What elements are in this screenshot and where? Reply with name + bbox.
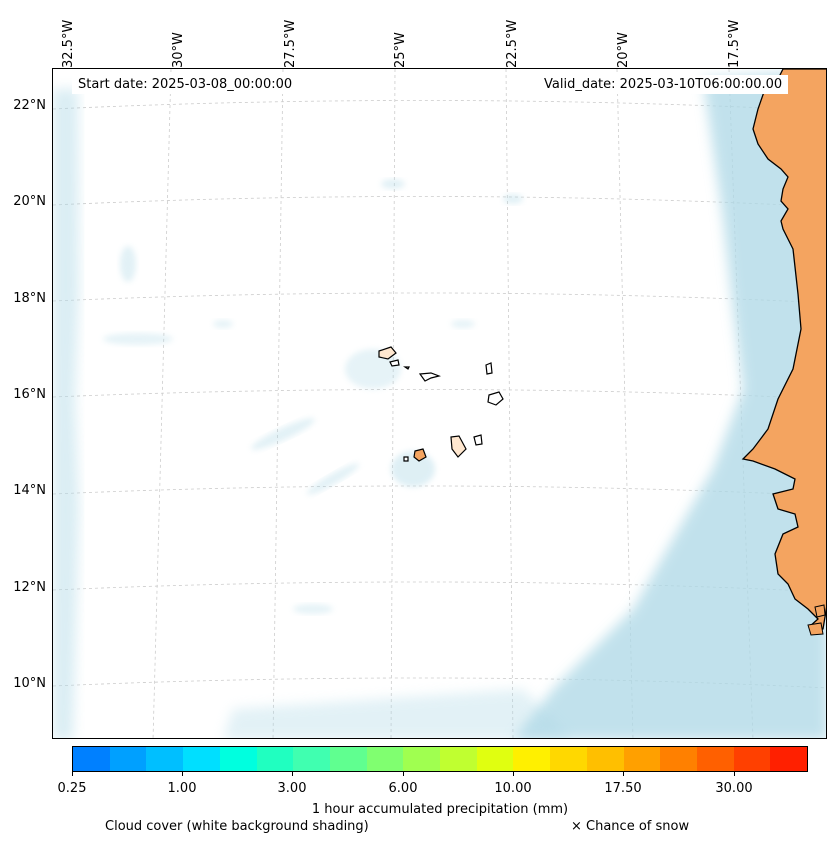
colorbar-segment-14 xyxy=(586,747,624,771)
lon-label-20w: 20°W xyxy=(616,32,631,68)
colorbar-tickmark-6 xyxy=(734,772,735,776)
cloud-band-east-coast xyxy=(514,69,826,738)
precipitation-colorbar xyxy=(72,746,808,772)
island-santa-luzia xyxy=(403,366,410,370)
colorbar-segment-12 xyxy=(513,747,551,771)
gridline-lon-25w xyxy=(390,69,396,738)
lat-label-10n: 10°N xyxy=(13,676,46,691)
island-santo-antao xyxy=(378,346,397,360)
colorbar-tick-label: 0.25 xyxy=(57,781,87,796)
colorbar-segment-15 xyxy=(623,747,661,771)
cloud-patch-west-1 xyxy=(103,333,173,345)
colorbar-segment-7 xyxy=(329,747,367,771)
cloud-cover-shading xyxy=(53,69,826,738)
colorbar-tickmark-1 xyxy=(182,772,183,776)
island-brava xyxy=(403,456,409,462)
gridline-lat-20n xyxy=(53,196,826,208)
start-date-label: Start date: 2025-03-08_00:00:00 xyxy=(72,75,299,94)
gridline-lon-22.5w xyxy=(505,69,514,738)
cloud-patch-center xyxy=(451,320,475,328)
cloud-patch-mid-1 xyxy=(251,418,315,450)
colorbar-tickmark-4 xyxy=(513,772,514,776)
colorbar-segment-2 xyxy=(146,747,184,771)
lon-label-25w: 25°W xyxy=(393,32,408,68)
bissau-island-1 xyxy=(814,604,826,618)
cloud-band-south xyxy=(223,689,572,738)
colorbar-tickmark-3 xyxy=(403,772,404,776)
cabo-verde-islands xyxy=(378,346,504,462)
lon-label-22.5w: 22.5°W xyxy=(505,19,520,68)
colorbar-segment-17 xyxy=(696,747,734,771)
colorbar-segment-11 xyxy=(476,747,514,771)
map-canvas xyxy=(53,69,826,738)
lat-label-12n: 12°N xyxy=(13,580,46,595)
colorbar-segment-1 xyxy=(109,747,147,771)
colorbar-segment-16 xyxy=(660,747,697,771)
colorbar-segment-6 xyxy=(293,747,330,771)
colorbar-tick-label: 1.00 xyxy=(167,781,197,796)
snow-legend: × Chance of snow xyxy=(571,819,690,834)
colorbar-segment-10 xyxy=(440,747,477,771)
gridline-lon-27.5w xyxy=(272,69,284,738)
colorbar-tickmark-5 xyxy=(623,772,624,776)
gridline-lat-18n xyxy=(53,292,826,304)
cloud-patch-islands xyxy=(391,451,435,487)
colorbar-tickmark-2 xyxy=(292,772,293,776)
lat-label-18n: 18°N xyxy=(13,291,46,306)
cloud-patch-north-2 xyxy=(503,194,523,204)
colorbar-segment-8 xyxy=(366,747,404,771)
colorbar-segment-18 xyxy=(733,747,771,771)
lon-label-27.5w: 27.5°W xyxy=(283,19,298,68)
valid-date-label: Valid_date: 2025-03-10T06:00:00.00 xyxy=(538,75,789,94)
island-sao-vicente xyxy=(389,359,400,367)
colorbar-segment-3 xyxy=(183,747,220,771)
colorbar-segment-5 xyxy=(256,747,294,771)
colorbar-title: 1 hour accumulated precipitation (mm) xyxy=(311,802,569,817)
map-panel xyxy=(52,68,827,739)
colorbar-segment-0 xyxy=(73,747,110,771)
colorbar-segment-19 xyxy=(770,747,808,771)
gridline-lat-16n xyxy=(53,389,826,400)
island-maio xyxy=(473,434,483,446)
island-fogo xyxy=(413,448,427,462)
colorbar-tick-label: 30.00 xyxy=(715,781,753,796)
cloud-patch-west-2 xyxy=(213,320,233,328)
colorbar-tick-label: 6.00 xyxy=(388,781,418,796)
cloud-patch-southwest xyxy=(293,604,333,614)
island-boa-vista xyxy=(487,391,504,406)
gridline-lon-30w xyxy=(152,69,172,738)
lon-label-30w: 30°W xyxy=(171,32,186,68)
island-sal xyxy=(485,362,493,375)
bissau-island-2 xyxy=(807,622,824,636)
cloud-band-west-edge xyxy=(53,89,79,738)
cloud-patch-mid-2 xyxy=(306,463,360,495)
colorbar-segment-13 xyxy=(550,747,587,771)
lon-label-32.5w: 32.5°W xyxy=(61,19,76,68)
cloud-cover-legend: Cloud cover (white background shading) xyxy=(105,819,369,834)
island-sao-nicolau xyxy=(418,372,442,382)
cloud-patch-nw xyxy=(120,246,136,282)
cloud-patch-north-1 xyxy=(381,179,405,189)
colorbar-tick-label: 10.00 xyxy=(494,781,532,796)
island-santiago xyxy=(450,435,467,458)
lat-label-14n: 14°N xyxy=(13,483,46,498)
lat-label-22n: 22°N xyxy=(13,98,46,113)
lat-label-16n: 16°N xyxy=(13,387,46,402)
colorbar-tick-label: 3.00 xyxy=(277,781,307,796)
colorbar-tickmark-0 xyxy=(72,772,73,776)
lon-label-17.5w: 17.5°W xyxy=(727,19,742,68)
lat-label-20n: 20°N xyxy=(13,194,46,209)
colorbar-tick-label: 17.50 xyxy=(604,781,642,796)
africa-coastline xyxy=(741,69,826,635)
colorbar-segment-4 xyxy=(219,747,257,771)
colorbar-segment-9 xyxy=(403,747,441,771)
